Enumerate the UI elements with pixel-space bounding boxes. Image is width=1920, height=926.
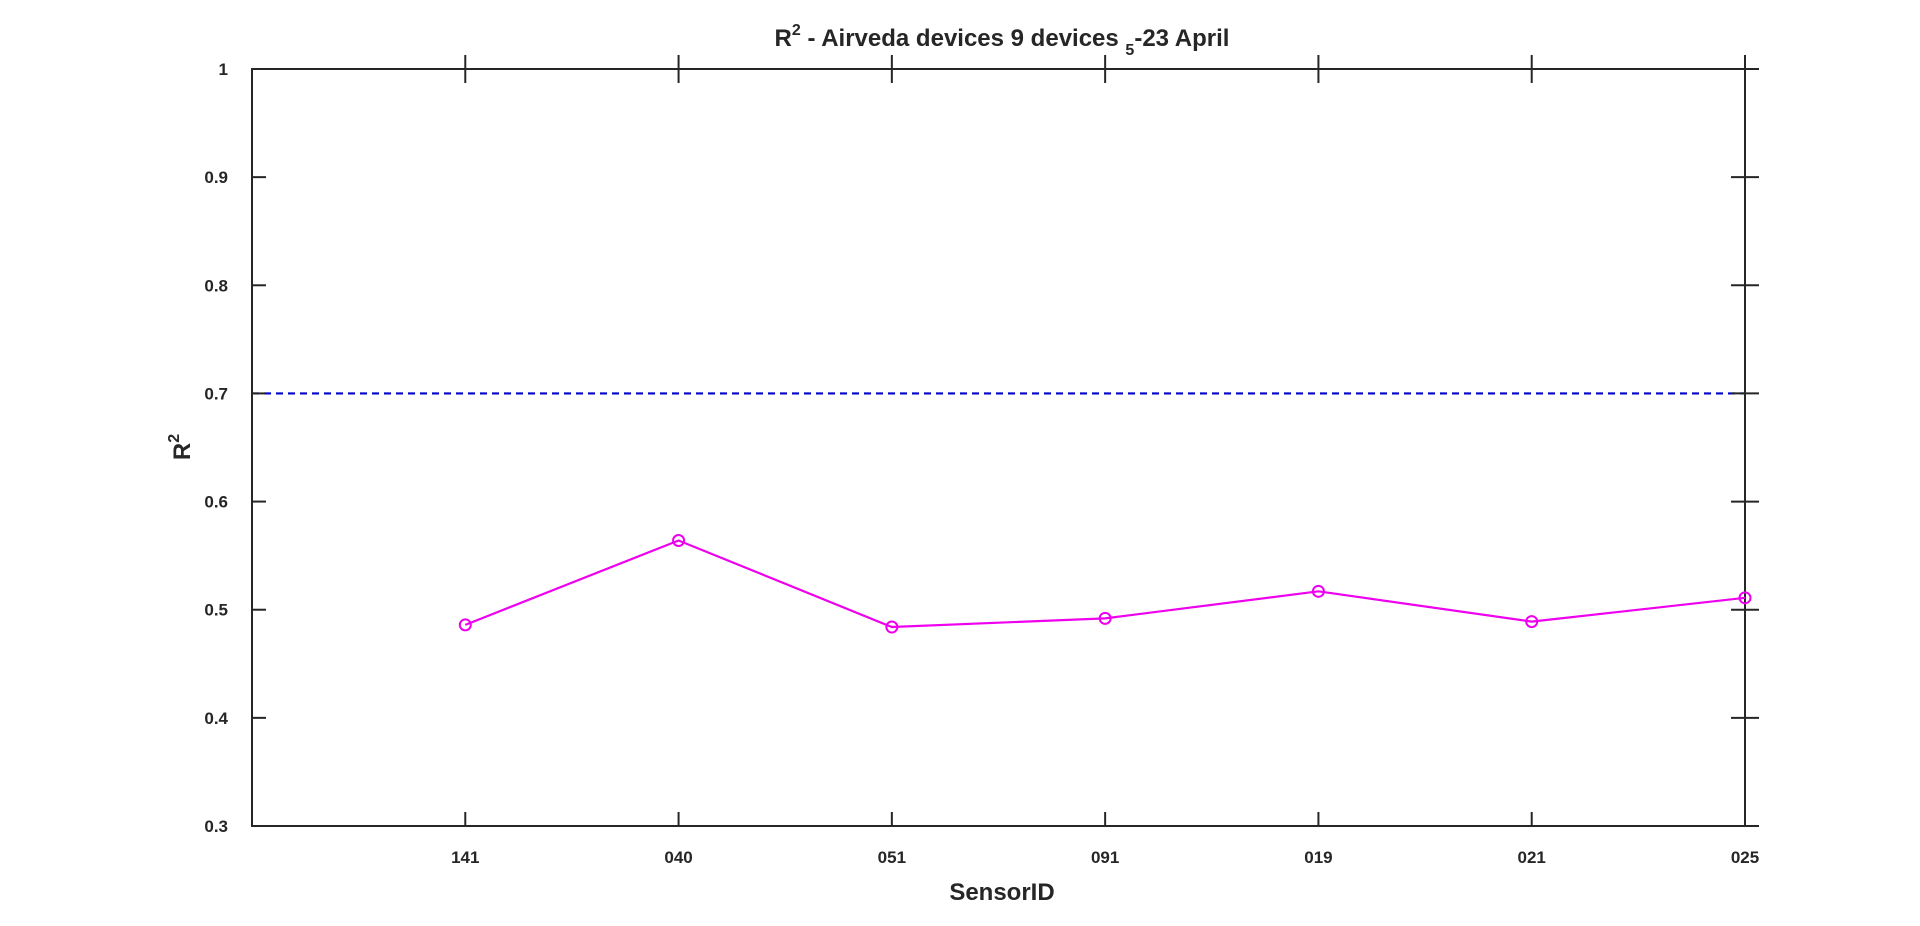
y-tick-label: 0.4 xyxy=(204,709,228,728)
data-point xyxy=(1525,615,1539,629)
y-tick-label: 0.9 xyxy=(204,168,228,187)
y-label-r: R xyxy=(169,443,196,460)
data-point xyxy=(458,618,472,632)
data-point xyxy=(1311,584,1325,598)
y-tick-label: 1 xyxy=(219,60,228,79)
chart-title: R2 - Airveda devices 9 devices 5-23 Apri… xyxy=(775,22,1230,59)
data-point xyxy=(1098,611,1112,625)
x-tick-label: 021 xyxy=(1518,848,1546,867)
x-tick-label: 019 xyxy=(1304,848,1332,867)
x-tick-label: 141 xyxy=(451,848,479,867)
y-tick-label: 0.5 xyxy=(204,601,228,620)
plot-area: 0.3 0.4 0.5 0.6 0.7 0.8 0.9 1 141 040 051 091 019 021… xyxy=(204,55,1759,867)
y-tick-label: 0.8 xyxy=(204,276,228,295)
series-line xyxy=(464,539,1746,629)
y-tick-label: 0.3 xyxy=(204,817,228,836)
title-r: R xyxy=(775,25,792,52)
y-label-superscript: 2 xyxy=(166,434,183,443)
x-tick-label: 025 xyxy=(1731,848,1759,867)
x-tick-label: 091 xyxy=(1091,848,1119,867)
data-point xyxy=(1738,591,1752,605)
title-r-superscript: 2 xyxy=(792,22,801,39)
y-axis-label: R2 xyxy=(166,434,196,460)
x-tick-label: 051 xyxy=(878,848,906,867)
y-tick-label: 0.7 xyxy=(204,384,228,403)
x-axis-label: SensorID xyxy=(949,879,1054,906)
title-tail: -23 April xyxy=(1134,25,1229,52)
x-tick-label: 040 xyxy=(664,848,692,867)
y-tick-label: 0.6 xyxy=(204,493,228,512)
data-point xyxy=(672,534,686,548)
axes-box xyxy=(251,68,1746,827)
title-subscript: 5 xyxy=(1125,42,1134,59)
data-point xyxy=(885,620,899,634)
title-middle: - Airveda devices 9 devices xyxy=(801,25,1126,52)
